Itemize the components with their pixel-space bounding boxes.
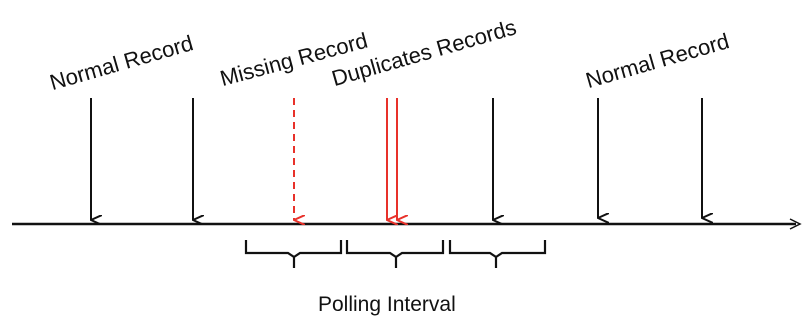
polling-interval-brace	[345, 240, 445, 268]
polling-interval-brace	[448, 240, 547, 268]
polling-interval-label: Polling Interval	[318, 293, 456, 316]
polling-interval-brace	[244, 240, 343, 268]
timeline-arrow-head	[789, 218, 802, 230]
